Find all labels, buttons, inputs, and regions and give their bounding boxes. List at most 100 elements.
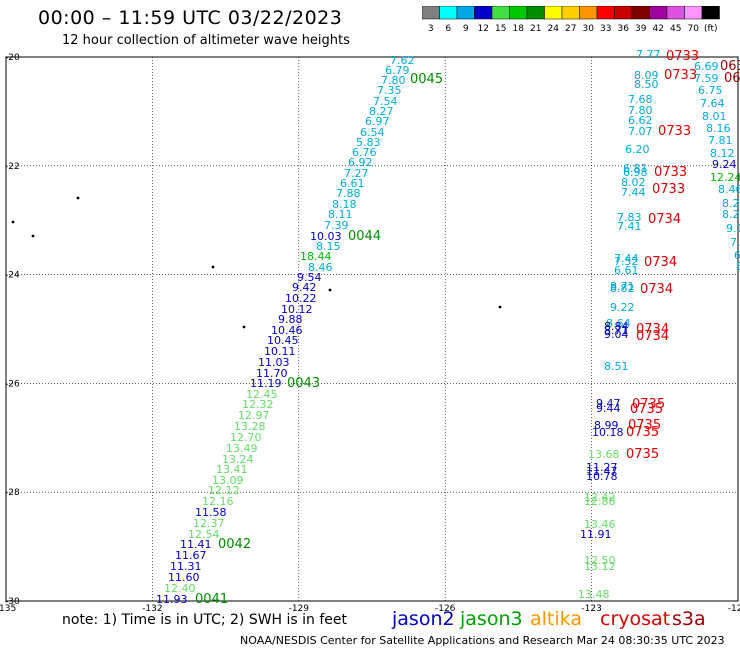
wave-height-label: 7.07 [628,125,653,138]
colorbar-label: 12 [478,24,489,34]
y-tick-label: -28 [5,488,20,498]
wave-height-label: 0734 [644,255,677,270]
wave-height-label: 12.50 [584,554,616,567]
wave-height-label: 7.62 [390,54,415,67]
wave-height-label: 9.47 [596,397,621,410]
wave-height-label: 12.16 [202,495,234,508]
wave-height-label: 10.12 [281,303,313,316]
wave-height-label: 0735 [628,418,661,433]
wave-height-label: 0734 [636,329,669,344]
wave-height-label: 8.02 [621,176,646,189]
wave-height-label: 9.1 [726,222,740,235]
island-dot [242,325,246,329]
wave-height-label: 6.79 [385,64,410,77]
colorbar-label: 42 [653,24,664,34]
y-tick-label: -26 [5,379,20,389]
wave-height-label: 12.42 [584,491,616,504]
wave-height-label: 12.97 [238,409,270,422]
wave-height-label: 8.71 [604,324,629,337]
wave-height-label: 0042 [218,537,251,552]
wave-height-label: 9.04 [604,328,629,341]
island-dot [31,234,35,238]
wave-height-label: 12.24 [710,171,740,184]
wave-height-label: 0733 [666,49,699,64]
wave-height-label: 9.88 [278,313,303,326]
wave-height-label: 0633 [724,71,740,86]
wave-height-label: 11.03 [258,356,290,369]
legend-jason2: jason2 [392,608,455,630]
wave-height-label: 6.8 [734,249,740,262]
wave-height-label: 8.16 [706,122,731,135]
x-tick-label: -135 [0,604,16,614]
wave-height-label: 8.22 [722,197,740,210]
wave-height-label: 10.78 [586,470,618,483]
wave-height-label: 8.09 [634,69,659,82]
wave-height-label: 11.60 [168,571,200,584]
wave-height-label: 0045 [410,72,443,87]
wave-height-label: 0735 [626,447,659,462]
wave-height-label: 8.2 [722,208,740,221]
wave-height-label: 0633 [720,59,740,74]
wave-height-label: 7.35 [377,84,402,97]
wave-height-label: 0733 [652,182,685,197]
wave-height-label: 13.68 [588,448,620,461]
y-tick-label: -20 [5,53,20,63]
wave-height-label: 7.88 [336,187,361,200]
wave-height-label: 11.58 [195,506,227,519]
wave-height-label: 6.61 [614,264,639,277]
wave-height-label: 13.28 [234,420,266,433]
wave-height-label: 0734 [640,282,673,297]
wave-height-label: 8.82 [610,282,635,295]
wave-height-label: 11.91 [580,528,612,541]
y-tick-label: -24 [5,271,20,281]
wave-height-label: 11.19 [250,377,282,390]
wave-height-label: 12.45 [246,388,278,401]
footer-note: note: 1) Time is in UTC; 2) SWH is in fe… [62,612,348,628]
wave-height-label: 6.20 [625,143,650,156]
wave-height-label: 6.92 [348,156,373,169]
wave-height-label: 6.54 [360,126,385,139]
wave-height-label: 12.54 [188,528,220,541]
wave-height-label: 10.18 [592,426,624,439]
wave-height-label: 6.75 [698,84,723,97]
wave-height-label: 8.71 [610,280,635,293]
wave-height-label: 13.46 [584,518,616,531]
wave-height-label: 8.15 [316,240,341,253]
wave-height-label: 8.51 [604,360,629,373]
wave-height-label: 0735 [626,425,659,440]
colorbar-label: 24 [548,24,560,34]
island-dot [11,220,15,224]
x-tick-label: -126 [435,604,456,614]
island-dot [328,288,332,292]
wave-height-label: 5.83 [356,136,381,149]
legend-altika: altika [530,608,582,630]
wave-height-label: 12.32 [242,398,274,411]
wave-height-label: 12.37 [193,517,225,530]
wave-height-label: 11.41 [180,538,212,551]
legend-cryosat: cryosat [600,608,671,630]
wave-height-label: 10.03 [310,230,342,243]
wave-height-label: 13.41 [216,463,248,476]
wave-height-label: 9.42 [292,281,317,294]
wave-height-label: 11.47 [586,465,618,478]
x-tick-label: -132 [142,604,162,614]
colorbar-label: 27 [565,24,576,34]
colorbar-label: 15 [495,24,506,34]
wave-height-label: 11.31 [170,560,202,573]
wave-height-label: 9.22 [610,301,635,314]
wave-height-label: 6.76 [352,146,377,159]
wave-height-label: 10.45 [267,334,299,347]
wave-height-label: 7.52 [614,255,639,268]
wave-height-label: 8.01 [702,110,727,123]
wave-height-label: 7.59 [694,72,719,85]
wave-height-label: 11.93 [156,593,188,606]
colorbar-label: 36 [618,24,630,34]
wave-height-label: 8.50 [634,78,659,91]
wave-height-label: 8.11 [328,208,353,221]
wave-height-label: 6.81 [623,162,648,175]
island-dot [211,265,215,269]
colorbar: 3 6 9 12 15 18 21 24 27 30 33 36 39 42 45 70 (ft) [422,6,720,34]
y-tick-label: -22 [5,162,20,172]
colorbar-label: 6 [445,24,451,34]
